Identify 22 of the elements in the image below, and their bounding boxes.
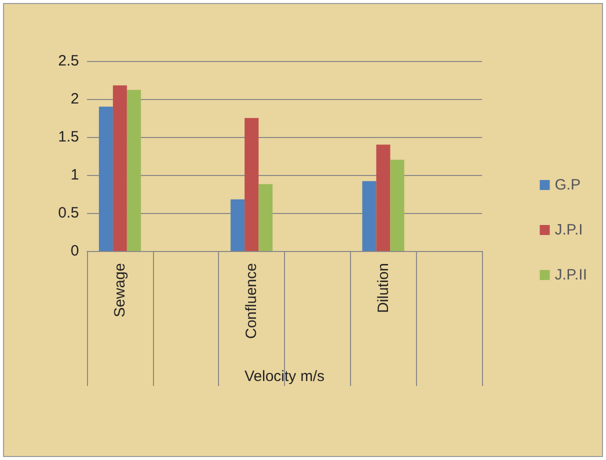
- y-tick-label: 2: [70, 90, 79, 108]
- bar: [126, 90, 141, 251]
- x-axis-title: Velocity m/s: [244, 368, 325, 385]
- bar: [390, 160, 404, 251]
- bar: [244, 118, 259, 251]
- y-tick-label: 0.5: [58, 204, 79, 222]
- bar: [230, 199, 245, 251]
- bar: [362, 181, 376, 251]
- legend-label: G.P: [554, 176, 581, 194]
- bar: [258, 184, 273, 251]
- y-tick-label: 0: [70, 242, 79, 260]
- legend-label: J.P.II: [554, 266, 588, 284]
- bar: [98, 106, 113, 251]
- x-tick-label: Confluence: [243, 263, 260, 339]
- x-tick-label: Dilution: [374, 263, 392, 314]
- y-tick-label: 1: [70, 166, 79, 184]
- bar: [376, 144, 390, 251]
- legend-label: J.P.I: [554, 222, 583, 238]
- x-tick-label: Sewage: [111, 263, 128, 318]
- y-tick-label: 1.5: [58, 128, 79, 146]
- bar: [112, 85, 127, 251]
- y-tick-label: 2.5: [58, 52, 79, 70]
